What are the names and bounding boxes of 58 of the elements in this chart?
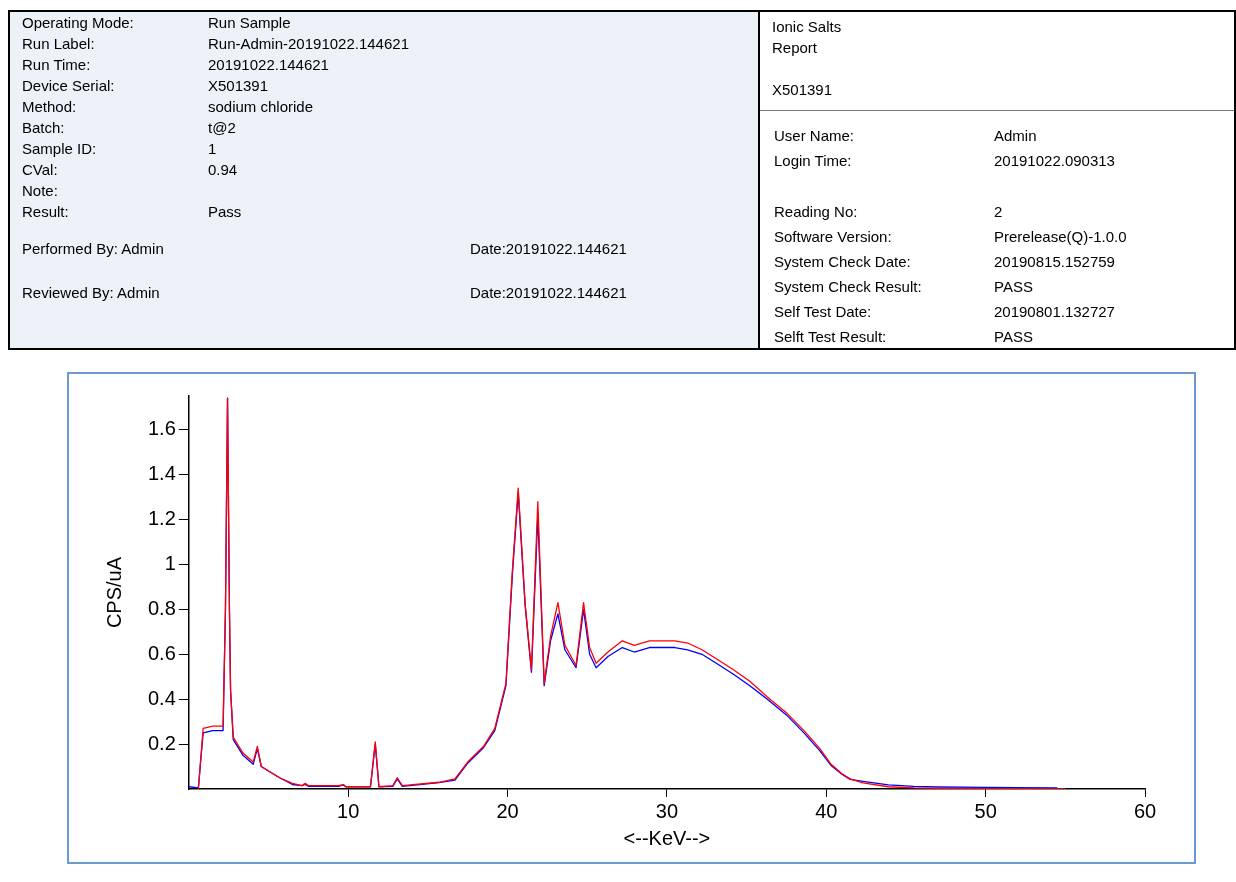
text: Admin [994,127,1037,144]
y-tick-label: 1.2 [147,507,176,530]
y-tick-label: 0.4 [147,686,176,709]
text: 20191022.144621 [208,56,329,73]
text: 20190815.152759 [994,253,1115,270]
y-tick-label: 1 [164,551,176,574]
text: Prerelease(Q)-1.0.0 [994,228,1127,245]
text: Performed By: Admin [22,240,164,257]
text: Operating Mode: [22,14,134,31]
text: Login Time: [774,152,852,169]
text: Reading No: [774,203,858,220]
text: User Name: [774,127,855,144]
text: System Check Result: [774,278,922,295]
text: PASS [994,328,1033,345]
x-tick-label: 30 [655,799,679,822]
text: Sample ID: [22,140,97,157]
text: Device Serial: [22,77,115,94]
y-tick-label: 0.2 [147,731,176,754]
y-tick-label: 1.6 [147,417,176,440]
y-axis-title: CPS/uA [102,556,125,629]
text: Run Label: [22,35,95,52]
text: t@2 [208,119,236,136]
y-tick-label: 0.8 [147,596,176,619]
x-tick-label: 50 [974,799,997,822]
x-tick-label: 10 [337,799,360,822]
text: CVal: [22,161,58,178]
text: Reviewed By: Admin [22,284,160,301]
text: Date:20191022.144621 [470,240,627,257]
y-tick-label: 1.4 [147,462,176,485]
text: X501391 [208,77,269,94]
text: System Check Date: [774,253,911,270]
text: Software Version: [774,228,892,245]
text: Run Time: [22,56,91,73]
text: 20191022.090313 [994,152,1115,169]
x-tick-label: 40 [815,799,838,822]
text: 0.94 [208,161,238,178]
text: 1 [208,140,217,157]
text: Selft Test Result: [774,328,887,345]
x-tick-label: 60 [1133,799,1157,822]
text: Method: [22,98,77,115]
text: Batch: [22,119,65,136]
text: Result: [22,203,69,220]
text: Ionic Salts [772,18,842,35]
text: Run Sample [208,14,291,31]
text: sodium chloride [208,98,314,115]
text: Self Test Date: [774,303,872,320]
x-tick-label: 20 [496,799,519,822]
text: 20190801.132727 [994,303,1115,320]
text: Report [772,39,818,56]
text: Date:20191022.144621 [470,284,627,301]
text: Note: [22,182,58,199]
y-tick-label: 0.6 [147,641,176,664]
x-axis-title: <--KeV--> [623,826,711,849]
text: Run-Admin-20191022.144621 [208,35,409,52]
text: Pass [208,203,242,220]
text: 2 [994,203,1003,220]
text: PASS [994,278,1033,295]
text: X501391 [772,81,833,98]
